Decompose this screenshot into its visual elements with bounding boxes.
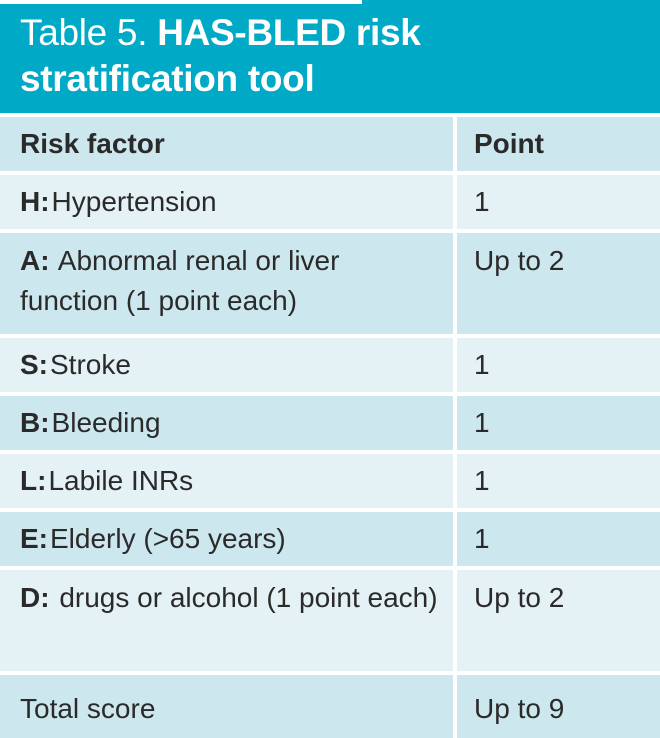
row-prefix: H:	[20, 186, 50, 217]
table-row-stroke: S: Stroke 1	[0, 338, 660, 392]
row-prefix: A:	[20, 245, 50, 276]
top-crop-strip	[0, 0, 362, 4]
risk-factor-column-header: Risk factor	[0, 117, 453, 171]
point-cell: Up to 2	[457, 233, 660, 334]
point-cell: 1	[457, 512, 660, 566]
row-label: Hypertension	[51, 186, 217, 217]
table-title-text: HAS-BLED risk stratification tool	[20, 12, 421, 99]
risk-factor-cell: S: Stroke	[0, 338, 453, 392]
table-row-drugs-alcohol: D: drugs or alcohol (1 point each) Up to…	[0, 570, 660, 671]
table-row-bleeding: B: Bleeding 1	[0, 396, 660, 450]
table-title-banner: Table 5. HAS-BLED risk stratification to…	[0, 0, 660, 113]
risk-factor-cell: L: Labile INRs	[0, 454, 453, 508]
table-number-label: Table 5.	[20, 12, 148, 53]
row-label: Stroke	[50, 349, 131, 380]
row-prefix: S:	[20, 349, 48, 380]
row-prefix: E:	[20, 523, 48, 554]
risk-factor-cell: B: Bleeding	[0, 396, 453, 450]
row-label: Labile INRs	[48, 465, 194, 496]
risk-factor-cell: E: Elderly (>65 years)	[0, 512, 453, 566]
row-label: drugs or alcohol (1 point each)	[59, 582, 438, 613]
point-cell: 1	[457, 454, 660, 508]
point-cell: 1	[457, 175, 660, 229]
table-row-labile-inrs: L: Labile INRs 1	[0, 454, 660, 508]
table-row-hypertension: H: Hypertension 1	[0, 175, 660, 229]
table-row-abnormal-renal-liver: A: Abnormal renal or liver function (1 p…	[0, 233, 660, 334]
point-cell: Up to 2	[457, 570, 660, 671]
row-prefix: L:	[20, 465, 47, 496]
point-cell: 1	[457, 338, 660, 392]
row-prefix: B:	[20, 407, 50, 438]
row-label: Bleeding	[51, 407, 161, 438]
row-prefix: D:	[20, 582, 50, 613]
risk-factor-cell: Total score	[0, 675, 453, 738]
point-column-header: Point	[457, 117, 660, 171]
point-cell: 1	[457, 396, 660, 450]
table-title: Table 5. HAS-BLED risk stratification to…	[0, 0, 615, 102]
table-row-elderly: E: Elderly (>65 years) 1	[0, 512, 660, 566]
row-label: Elderly (>65 years)	[50, 523, 286, 554]
risk-factor-cell: D: drugs or alcohol (1 point each)	[0, 570, 453, 671]
point-cell: Up to 9	[457, 675, 660, 738]
risk-factor-cell: H: Hypertension	[0, 175, 453, 229]
table-row-total-score: Total score Up to 9	[0, 675, 660, 738]
table-header-row: Risk factor Point	[0, 117, 660, 171]
risk-factor-cell: A: Abnormal renal or liver function (1 p…	[0, 233, 453, 334]
row-label: Abnormal renal or liver function (1 poin…	[20, 245, 340, 316]
